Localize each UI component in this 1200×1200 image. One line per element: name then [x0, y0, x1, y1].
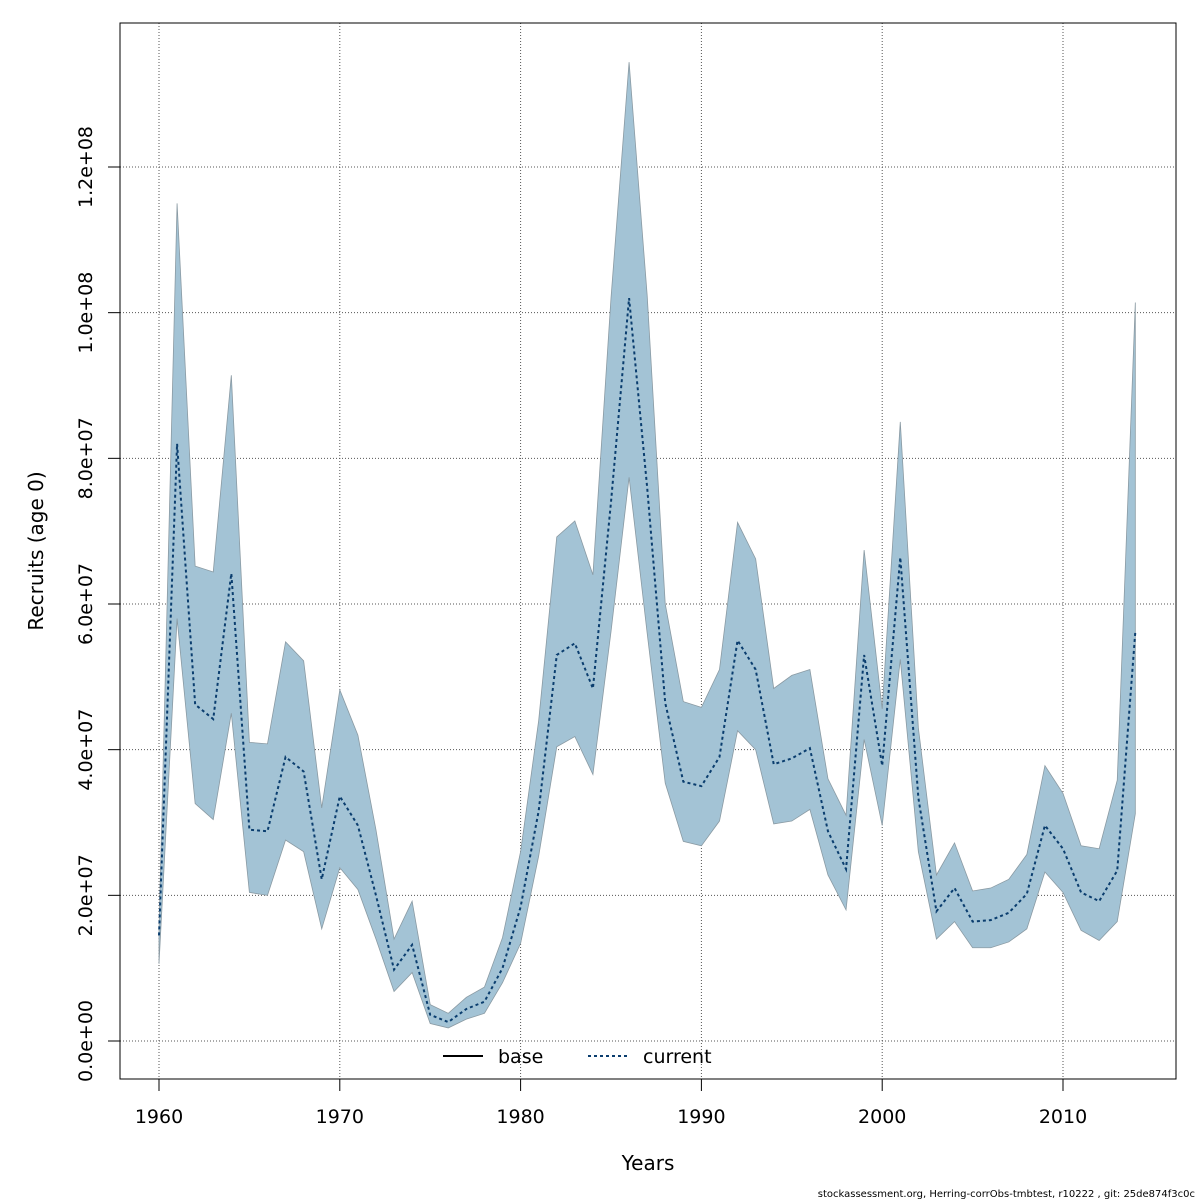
confidence-band-layer [158, 62, 1136, 1029]
x-axis: 1960 1970 1980 1990 2000 2010 [135, 1078, 1087, 1128]
y-tick-label-0: 0.0e+00 [75, 1000, 97, 1082]
y-tick-label-1: 2.0e+07 [75, 854, 97, 936]
y-axis: 0.0e+00 2.0e+07 4.0e+07 6.0e+07 8.0e+07 1.0e+… [75, 126, 121, 1082]
confidence-band [158, 62, 1136, 1029]
legend-base-label: base [498, 1046, 543, 1068]
x-tick-label-2010: 2010 [1039, 1106, 1087, 1128]
series-line-current [158, 298, 1137, 1024]
footer-caption: stockassessment.org, Herring-corrObs-tmb… [818, 1189, 1195, 1200]
x-tick-label-2000: 2000 [858, 1106, 906, 1128]
x-tick-label-1960: 1960 [135, 1106, 183, 1128]
y-tick-label-6: 1.2e+08 [75, 126, 97, 208]
series-line-layer [158, 298, 1137, 1024]
x-tick-label-1990: 1990 [677, 1106, 725, 1128]
y-tick-label-5: 1.0e+08 [75, 272, 97, 354]
y-tick-label-4: 8.0e+07 [75, 417, 97, 499]
x-tick-label-1970: 1970 [316, 1106, 364, 1128]
x-axis-title: Years [621, 1151, 675, 1175]
y-tick-label-2: 4.0e+07 [75, 709, 97, 791]
legend-current-label: current [643, 1046, 712, 1068]
x-tick-label-1980: 1980 [496, 1106, 544, 1128]
y-tick-label-3: 6.0e+07 [75, 563, 97, 645]
y-axis-title: Recruits (age 0) [24, 471, 48, 630]
legend: base current [443, 1046, 712, 1068]
